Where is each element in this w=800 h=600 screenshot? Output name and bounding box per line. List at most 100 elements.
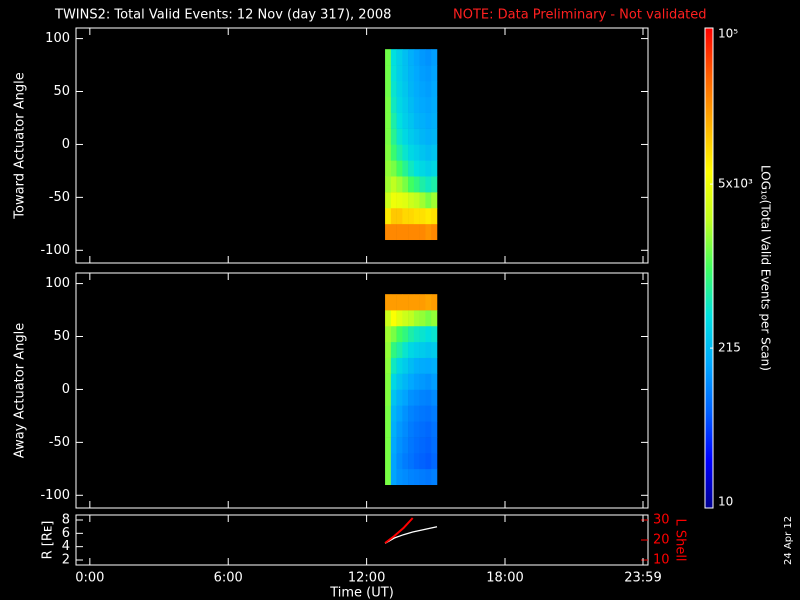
heatmap-cell [385,96,392,113]
heatmap-cell [385,112,392,129]
heatmap-cell [385,341,392,358]
heatmap-cell [402,341,409,358]
x-tick-label: 18:00 [486,571,523,586]
heatmap-cell [390,192,397,209]
heatmap-cell [402,65,409,82]
heatmap-cell [419,468,426,486]
heatmap-cell [385,160,392,177]
heatmap-cell [396,310,403,327]
heatmap-cell [402,192,409,209]
heatmap-cell [396,207,403,225]
colorbar-label: LOG₁₀(Total Valid Events per Scan) [759,165,773,371]
heatmap-cell [385,389,392,406]
y2-tick-label: 20 [653,533,670,548]
heatmap-cell [425,341,432,358]
heatmap-cell [408,452,415,470]
heatmap-cell [390,49,397,66]
heatmap-cell [390,405,397,422]
heatmap-cell [390,437,397,454]
heatmap-cell [431,128,438,145]
heatmap-cell [396,96,403,113]
heatmap-cell [419,452,426,470]
heatmap-cell [385,421,392,438]
heatmap-cell [396,357,403,374]
heatmap-cell [402,96,409,113]
heatmap-cell [390,207,397,225]
heatmap-cell [385,357,392,374]
heatmap-cell [390,112,397,129]
heatmap-cell [419,176,426,193]
heatmap-cell [431,468,438,486]
heatmap-cell [408,341,415,358]
heatmap-cell [390,373,397,390]
heatmap-cell [419,357,426,374]
heatmap-cell [419,80,426,98]
panel-frame [75,272,649,509]
heatmap-cell [408,112,415,129]
x-tick-label: 12:00 [348,571,385,586]
heatmap-cell [390,176,397,193]
heatmap-cell [419,437,426,454]
heatmap-cell [413,405,420,422]
heatmap-cell [390,128,397,145]
heatmap-cell [431,421,438,438]
y-tick-label: -100 [40,243,70,258]
heatmap-cell [431,437,438,454]
y-tick-label: 8 [62,513,70,528]
heatmap-cell [390,96,397,113]
heatmap-cell [385,65,392,82]
y-tick-label: 0 [62,382,70,397]
heatmap-cell [390,144,397,161]
panel-frame [75,27,649,264]
heatmap-cell [402,452,409,470]
heatmap-cell [431,325,438,343]
heatmap-cell [396,341,403,358]
heatmap-cell [402,468,409,486]
heatmap-cell [425,223,432,241]
heatmap-cell [390,357,397,374]
heatmap-cell [396,468,403,486]
heatmap-cell [396,223,403,241]
heatmap-cell [396,176,403,193]
heatmap-cell [413,96,420,113]
heatmap-cell [425,421,432,438]
x-tick-label: 23:59 [624,571,661,586]
heatmap-cell [413,207,420,225]
heatmap-cell [413,389,420,406]
y2-axis-label: L Shell [673,518,688,561]
heatmap-cell [419,192,426,209]
note: NOTE: Data Preliminary - Not validated [453,8,707,23]
heatmap-cell [425,468,432,486]
heatmap-cell [408,144,415,161]
heatmap-cell [385,49,392,66]
heatmap-cell [390,80,397,98]
heatmap-cell [385,192,392,209]
heatmap-cell [408,128,415,145]
heatmap-cell [385,294,392,311]
heatmap-cell [402,144,409,161]
heatmap-cell [402,128,409,145]
heatmap-cell [396,80,403,98]
heatmap-cell [425,65,432,82]
heatmap-cell [425,437,432,454]
heatmap-cell [425,452,432,470]
y-tick-label: -100 [40,488,70,503]
heatmap-cell [413,176,420,193]
heatmap-cell [396,405,403,422]
heatmap-cell [413,223,420,241]
heatmap-cell [390,310,397,327]
heatmap-cell [431,310,438,327]
heatmap-cell [408,325,415,343]
heatmap-cell [419,421,426,438]
heatmap-cell [390,325,397,343]
y-tick-label: 50 [53,329,70,344]
date-stamp: 24 Apr 12 [783,516,794,565]
heatmap-cell [431,357,438,374]
heatmap-cell [385,437,392,454]
heatmap-cell [413,373,420,390]
heatmap-cell [413,294,420,311]
heatmap-cell [385,128,392,145]
heatmap-cell [419,96,426,113]
heatmap-cell [413,468,420,486]
